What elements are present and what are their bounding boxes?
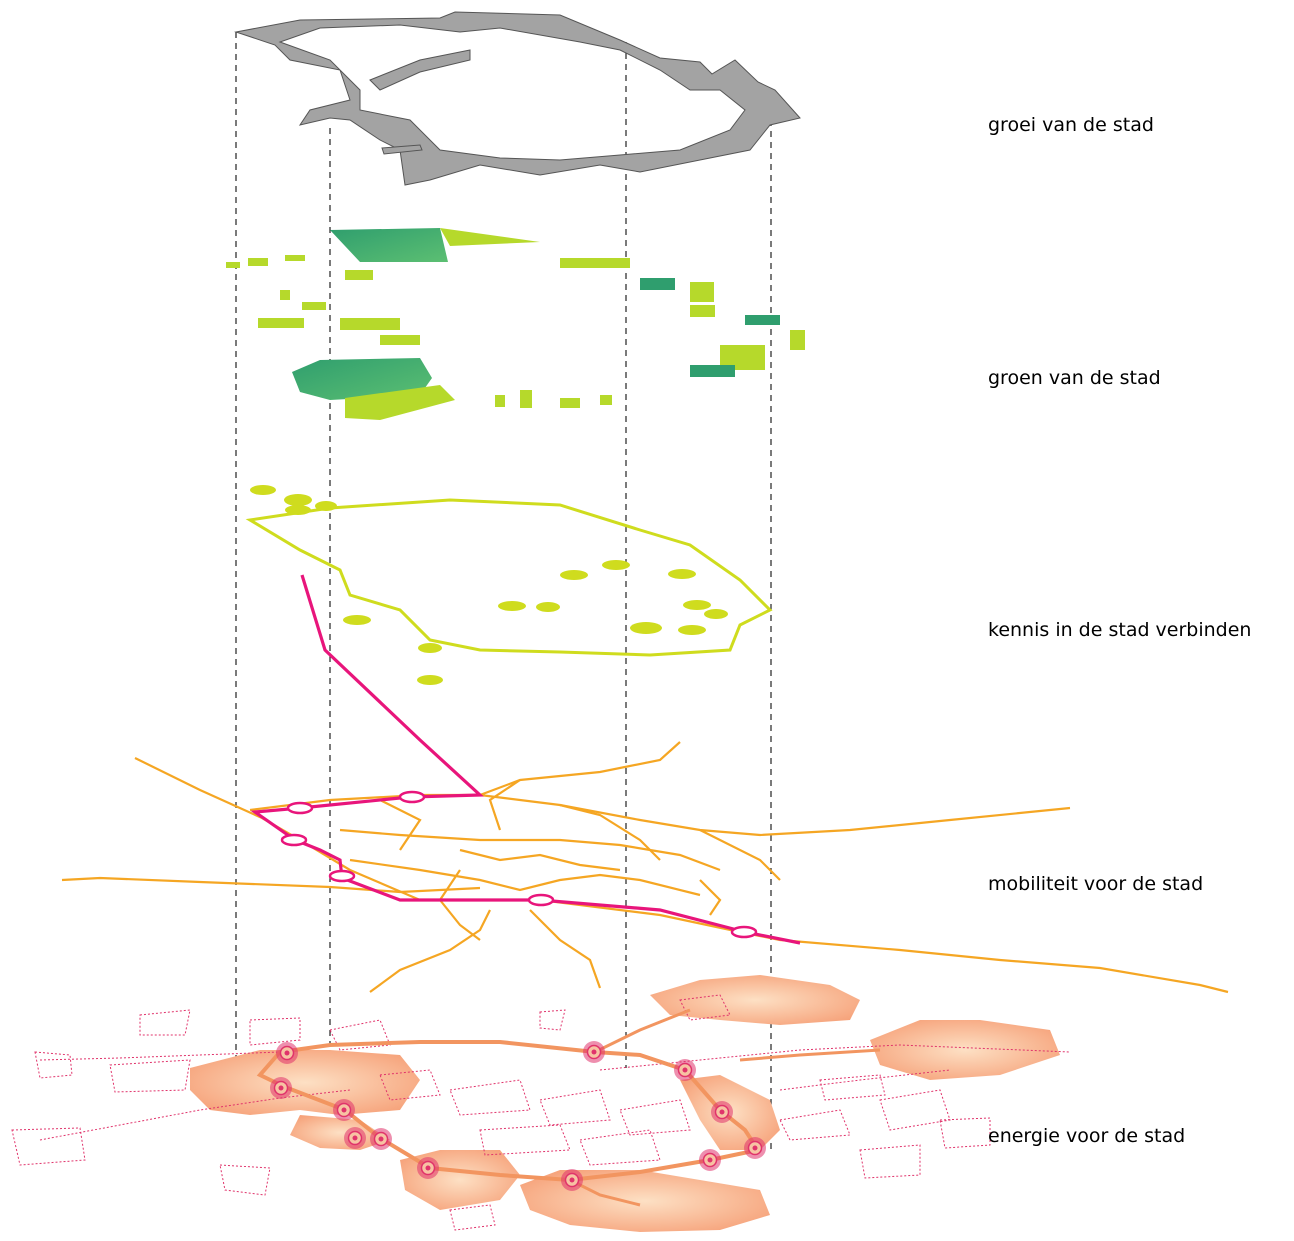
green-patch (690, 282, 714, 302)
knowledge-loop (245, 498, 773, 657)
energy-district (190, 1050, 420, 1115)
knowledge-node (668, 569, 696, 579)
green-patch (345, 270, 373, 280)
knowledge-node (315, 501, 337, 511)
mobility-stations (280, 790, 758, 939)
knowledge-node (498, 601, 526, 611)
station-marker-icon (328, 869, 356, 883)
green-park-north-light (440, 228, 540, 246)
green-patch (790, 330, 805, 350)
green-patch (560, 398, 580, 408)
energy-node-icon (276, 1042, 298, 1064)
knowledge-node (678, 625, 706, 635)
energy-node-icon (417, 1157, 439, 1179)
label-groen: groen van de stad (988, 367, 1161, 389)
green-patch (280, 290, 290, 300)
energy-district (650, 975, 860, 1025)
energy-node-icon (744, 1137, 766, 1159)
mobility-roads (61, 741, 1229, 994)
label-groei: groei van de stad (988, 114, 1154, 136)
green-patch (285, 255, 305, 261)
label-energie: energie voor de stad (988, 1125, 1186, 1147)
energy-node-icon (711, 1101, 733, 1123)
station-marker-icon (398, 790, 426, 804)
growth-ring (234, 11, 801, 186)
layer-growth (234, 11, 801, 186)
green-patch (690, 365, 735, 377)
energy-network (39, 1044, 1071, 1141)
label-mobiliteit: mobiliteit voor de stad (988, 873, 1204, 895)
green-patch (495, 395, 505, 407)
knowledge-node (704, 609, 728, 619)
energy-node-icon (370, 1128, 392, 1150)
knowledge-node (560, 570, 588, 580)
station-marker-icon (280, 833, 308, 847)
green-park-north (330, 228, 448, 262)
green-patch (226, 262, 240, 268)
green-patch (520, 390, 532, 408)
energy-node-icon (333, 1099, 355, 1121)
green-patch (560, 258, 630, 268)
station-marker-icon (286, 801, 314, 815)
green-patch (745, 315, 780, 325)
energy-plots (11, 994, 991, 1231)
energy-district (870, 1020, 1060, 1080)
green-patch (600, 395, 612, 405)
knowledge-nodes (250, 485, 728, 685)
knowledge-node (683, 600, 711, 610)
knowledge-node (536, 602, 560, 612)
green-patch (340, 318, 400, 330)
knowledge-node (284, 494, 312, 506)
station-marker-icon (730, 925, 758, 939)
knowledge-node (250, 485, 276, 495)
station-marker-icon (527, 893, 555, 907)
knowledge-node (417, 675, 443, 685)
layer-green (226, 228, 805, 420)
green-patch (302, 302, 326, 310)
energy-branch (594, 1008, 691, 1054)
layer-knowledge (245, 485, 773, 685)
green-patch (690, 305, 715, 317)
energy-node-icon (674, 1059, 696, 1081)
layer-energy (11, 975, 1071, 1232)
knowledge-node (630, 622, 662, 634)
label-kennis: kennis in de stad verbinden (988, 619, 1252, 641)
green-patch (258, 318, 304, 328)
knowledge-node (285, 505, 311, 515)
green-patch (248, 258, 268, 266)
growth-spur (369, 49, 471, 91)
knowledge-node (602, 560, 630, 570)
green-park-west (292, 358, 432, 400)
guide-lines (235, 32, 772, 1150)
energy-node-icon (344, 1127, 366, 1149)
energy-node-icon (270, 1077, 292, 1099)
knowledge-node (343, 615, 371, 625)
energy-nodes (270, 1041, 766, 1191)
energy-districts (190, 975, 1060, 1232)
green-park-west-light (345, 385, 455, 420)
growth-spur-2 (381, 144, 423, 155)
energy-branch (739, 1048, 881, 1062)
green-patch (640, 278, 675, 290)
knowledge-node (418, 643, 442, 653)
energy-node-icon (699, 1149, 721, 1171)
energy-node-icon (561, 1169, 583, 1191)
mobility-main-line (250, 574, 801, 945)
green-patch (380, 335, 420, 345)
layer-mobility (61, 574, 1229, 994)
energy-node-icon (583, 1041, 605, 1063)
